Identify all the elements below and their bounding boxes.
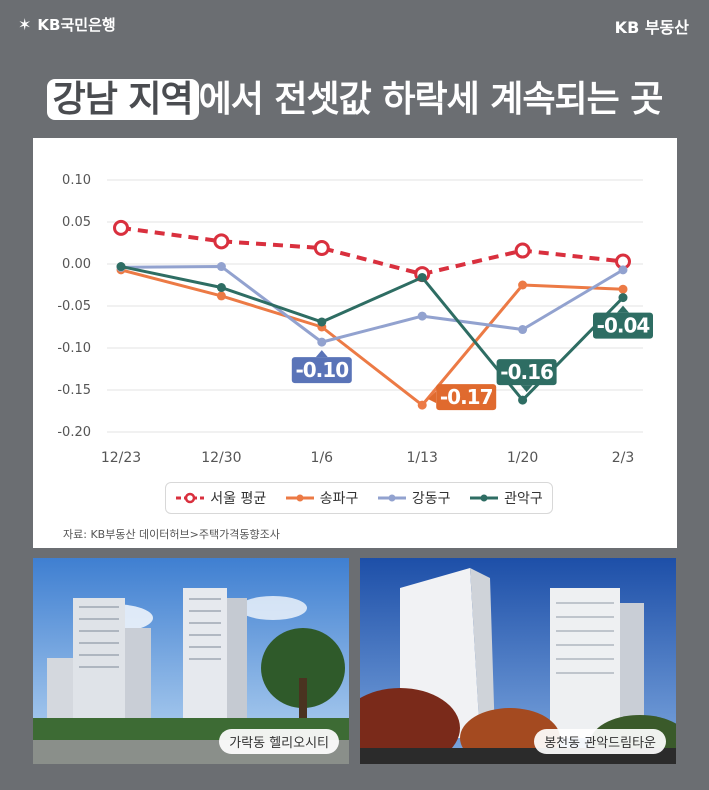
annotation-label: -0.10 (295, 358, 348, 382)
point-songpa (618, 284, 628, 294)
kb-star-icon: ✶ (18, 15, 32, 34)
annotation-pointer (617, 305, 629, 313)
legend-item-gangdong: 강동구 (377, 488, 451, 508)
annotation-box (291, 357, 352, 384)
photo-gwanak-dreamtown: 봉천동 관악드림타운 (360, 558, 676, 764)
point-gangdong (618, 265, 628, 275)
legend-marker-songpa (285, 494, 314, 502)
legend-item-songpa: 송파구 (285, 488, 359, 508)
legend-item-gwanak: 관악구 (469, 488, 543, 508)
headline-rest: 에서 전셋값 하락세 계속되는 곳 (198, 79, 664, 120)
point-gangdong (518, 325, 528, 335)
legend-item-seoul: 서울 평균 (175, 488, 266, 508)
point-seoul (213, 233, 230, 250)
point-gwanak (518, 395, 528, 405)
annotation-pointer (520, 385, 533, 393)
y-tick-label: 0.05 (62, 215, 91, 230)
x-tick-label: 1/6 (311, 450, 334, 466)
legend-label-gangdong: 강동구 (411, 491, 451, 507)
y-tick-label: -0.20 (57, 425, 91, 440)
chart-card: 0.10 0.05 0.00 -0.05 -0.10 -0.15 -0.20 12/23 12/… (33, 138, 677, 548)
annotation-box (496, 359, 557, 386)
kb-bank-name: KB국민은행 (37, 16, 116, 34)
x-tick-label: 12/23 (101, 450, 141, 466)
point-songpa (417, 400, 427, 410)
kb-realestate-logo: KB 부동산 (614, 18, 689, 37)
line-chart: 0.10 0.05 0.00 -0.05 -0.10 -0.15 -0.20 12/23 12/… (57, 173, 653, 466)
source-note: 자료: KB부동산 데이터허브>주택가격동향조사 (63, 528, 280, 541)
point-gwanak (618, 293, 628, 303)
point-songpa (518, 280, 528, 290)
annotation-box (593, 312, 653, 339)
photo-caption-helio: 가락동 헬리오시티 (219, 729, 339, 754)
x-tick-label: 1/13 (406, 450, 437, 466)
annotation-box (436, 384, 497, 411)
annotation-pointer (315, 350, 328, 358)
point-gwanak (116, 262, 126, 272)
x-tick-label: 12/30 (201, 450, 241, 466)
photo-caption-dreamtown: 봉천동 관악드림타운 (534, 729, 666, 754)
series-line-seoul (120, 225, 624, 277)
headline-highlight: 강남 지역 (46, 79, 199, 120)
y-tick-label: 0.00 (62, 257, 91, 272)
y-tick-label: -0.10 (57, 341, 91, 356)
kb-bank-logo: ✶ KB국민은행 (18, 14, 116, 35)
annotation-label: -0.04 (597, 314, 650, 338)
legend-label-seoul: 서울 평균 (210, 491, 267, 507)
series-line-songpa (120, 268, 624, 407)
point-gwanak (216, 283, 226, 293)
photo-helio-city: 가락동 헬리오시티 (33, 558, 349, 764)
y-tick-label: 0.10 (62, 173, 91, 188)
x-tick-label: 1/20 (507, 450, 538, 466)
y-tick-label: -0.15 (57, 383, 91, 398)
annotation-label: -0.16 (500, 360, 553, 384)
point-gwanak (417, 272, 427, 282)
point-seoul (514, 242, 531, 259)
legend-marker-gwanak (470, 494, 499, 502)
point-songpa (216, 291, 226, 301)
point-seoul (313, 240, 330, 257)
legend-label-gwanak: 관악구 (504, 491, 543, 507)
headline: 강남 지역 에서 전셋값 하락세 계속되는 곳 (0, 70, 709, 122)
point-gangdong (317, 337, 327, 347)
point-seoul (113, 219, 129, 236)
chart-legend: 서울 평균 송파구 강동구 관악구 (165, 482, 553, 514)
point-gangdong (417, 311, 427, 321)
legend-label-songpa: 송파구 (319, 491, 359, 507)
y-tick-label: -0.05 (57, 299, 91, 314)
series-line-gangdong (120, 265, 624, 344)
x-tick-label: 2/3 (612, 450, 635, 466)
annotation-pointer (428, 391, 437, 404)
legend-marker-gangdong (377, 494, 406, 502)
point-gangdong (216, 262, 226, 272)
annotation-label: -0.17 (440, 385, 493, 409)
point-gwanak (317, 317, 327, 327)
legend-marker-seoul (176, 492, 205, 504)
